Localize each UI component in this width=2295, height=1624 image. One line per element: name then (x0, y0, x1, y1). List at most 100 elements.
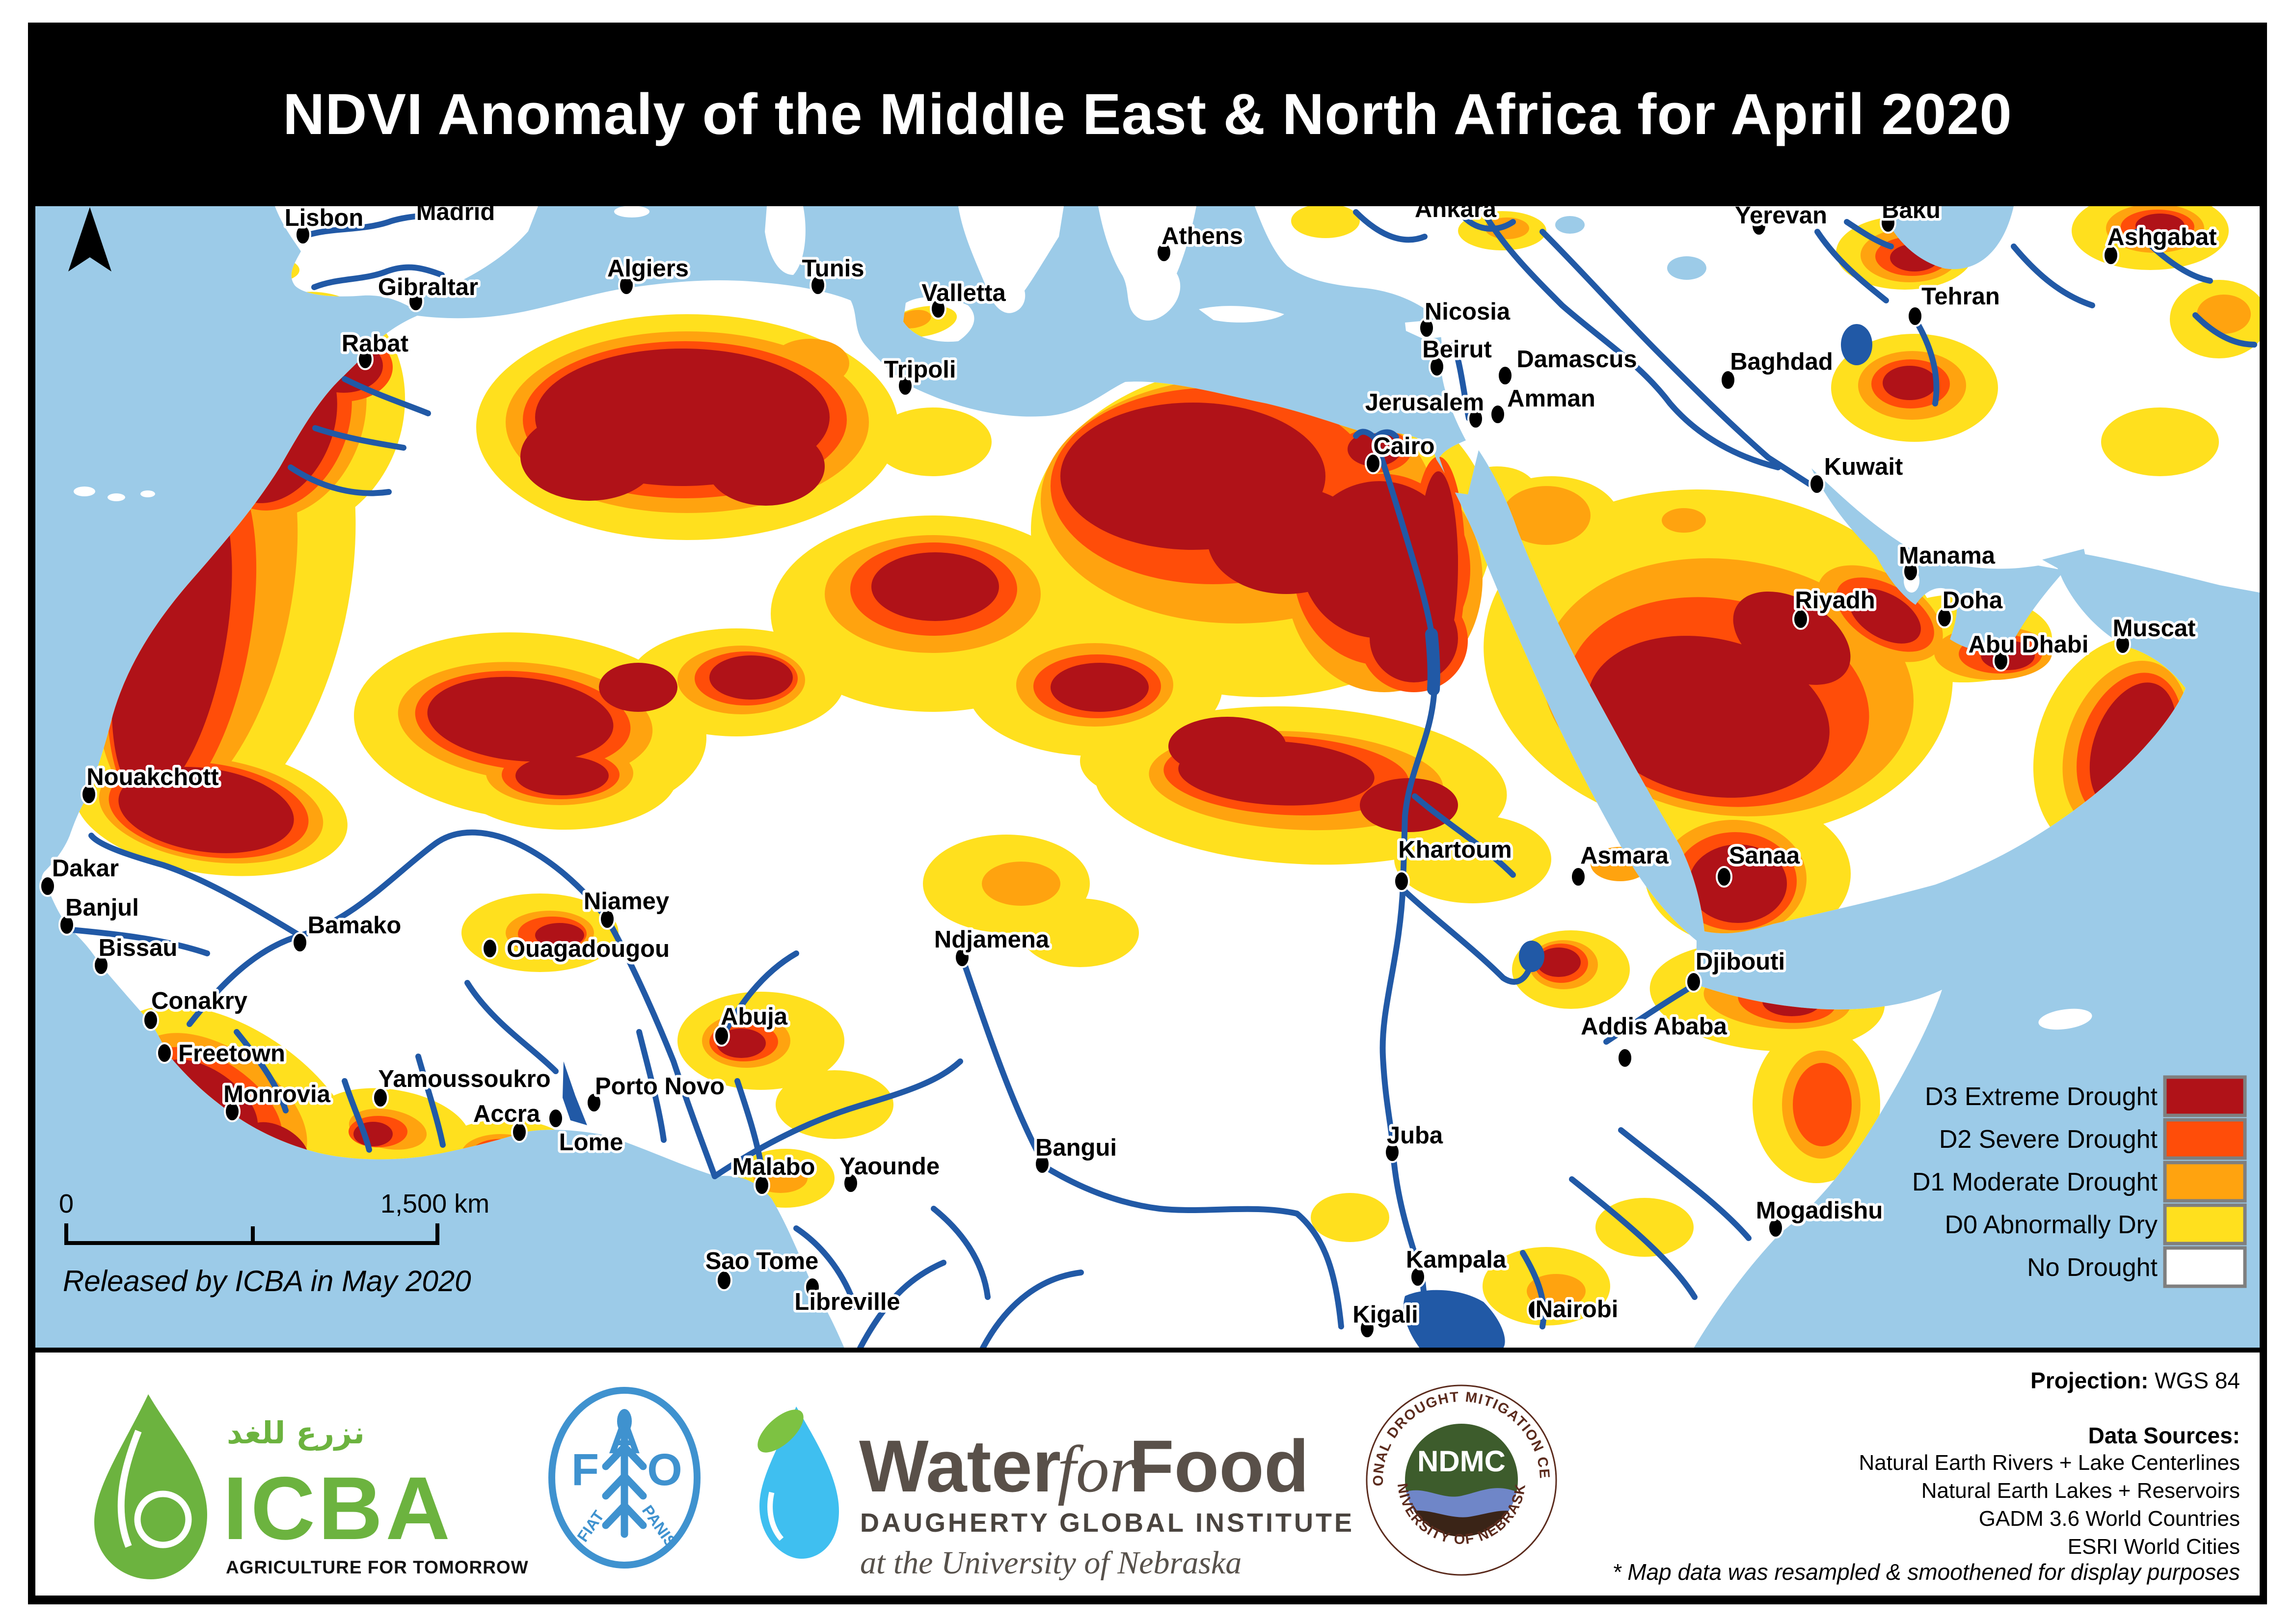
city-label-khartoum: Khartoum (1398, 837, 1512, 863)
river-shabelle (1569, 1176, 1698, 1300)
city-dot-bangui (1034, 1153, 1051, 1175)
legend-swatch-2 (2163, 1161, 2247, 1203)
wff-word-food: Food (1129, 1425, 1309, 1507)
city-dot-valletta (930, 298, 946, 320)
island-sardinia (765, 206, 806, 275)
river-wa-2 (342, 1078, 372, 1153)
river-morocco-1 (342, 376, 431, 416)
city-dot-damascus (1497, 365, 1513, 386)
city-dot-accra (511, 1121, 528, 1143)
city-label-abuja: Abuja (721, 1003, 788, 1030)
river-chari (960, 957, 1045, 1163)
icba-arabic-text: نزرع للغد (227, 1415, 365, 1451)
river-congo-2 (857, 1260, 946, 1348)
city-dot-kigali (1359, 1318, 1376, 1339)
water-for-food-logo: Water for Food DAUGHERTY GLOBAL INSTITUT… (757, 1407, 1352, 1581)
lake-tana (1519, 941, 1544, 972)
city-label-freetown: Freetown (178, 1040, 285, 1067)
ndmc-center-text: NDMC (1417, 1445, 1506, 1478)
north-arrow (68, 207, 111, 271)
city-label-valletta: Valletta (921, 280, 1006, 306)
lake-victoria (1403, 1290, 1505, 1348)
city-dot-abuja (713, 1025, 730, 1047)
city-label-lome: Lome (559, 1129, 623, 1156)
city-label-damascus: Damascus (1516, 346, 1637, 373)
city-dot-tripoli (897, 375, 914, 397)
city-label-libreville: Libreville (794, 1289, 900, 1315)
river-turkey-2 (1461, 214, 1516, 232)
icba-name-text: ICBA (223, 1458, 453, 1558)
river-iran-5 (2192, 312, 2257, 348)
city-dot-tunis (810, 274, 826, 296)
city-dot-kuwait (1809, 473, 1825, 495)
river-iran-4 (2133, 229, 2213, 284)
city-dot-porto-novo (586, 1092, 602, 1113)
data-source-0: Natural Earth Rivers + Lake Centerlines (1859, 1451, 2240, 1475)
river-morocco-2 (312, 425, 406, 451)
city-dot-cairo (1365, 453, 1381, 474)
island-canary-2 (108, 493, 125, 501)
scale-bar: 0 1,500 km (59, 1189, 489, 1245)
city-label-nairobi: Nairobi (1536, 1296, 1619, 1323)
land-italy (958, 206, 1064, 313)
river-iran-3 (2011, 244, 2095, 308)
lake-nasser (1425, 628, 1440, 696)
river-awash (1603, 985, 1693, 1045)
river-ogooue (793, 1225, 858, 1310)
bottom-border-bar (35, 1596, 2260, 1604)
city-dot-beirut (1429, 356, 1445, 378)
city-label-addis-ababa: Addis Ababa (1581, 1013, 1727, 1040)
river-tana-kenya (1520, 1250, 1547, 1329)
city-dot-malabo (754, 1174, 770, 1196)
city-dot-djibouti (1685, 971, 1702, 993)
city-dot-libreville (804, 1276, 821, 1298)
city-label-cairo: Cairo (1373, 433, 1434, 460)
strait-of-hormuz (2042, 549, 2090, 578)
city-label-riyadh: Riyadh (1795, 587, 1875, 614)
city-dot-yerevan (1751, 215, 1767, 237)
city-dot-bissau (93, 954, 109, 976)
scale-end-label: 1,500 km (380, 1189, 489, 1218)
city-label-madrid: Madrid (416, 206, 495, 225)
caspian-sea (1881, 206, 2014, 270)
city-dot-tehran (1907, 305, 1923, 327)
river-congo-3 (980, 1270, 1084, 1348)
city-dot-athens (1156, 242, 1172, 263)
city-dot-sanaa (1716, 866, 1732, 888)
city-label-amman: Amman (1507, 385, 1595, 412)
map-canvas: 0 1,500 km Released by ICBA in May 2020 … (35, 206, 2260, 1348)
city-dot-gibraltar (407, 291, 424, 312)
legend-label-1: D2 Severe Drought (1939, 1125, 2158, 1154)
city-dot-sao-tome (716, 1270, 732, 1291)
river-wa-3 (415, 1054, 446, 1148)
wff-university: at the University of Nebraska (860, 1545, 1242, 1581)
fao-logo: F A O FIAT PANIS (548, 1387, 701, 1569)
city-label-ouagadougou: Ouagadougou (507, 936, 670, 962)
city-dot-freetown (156, 1042, 173, 1064)
city-label-tehran: Tehran (1921, 283, 2000, 310)
persian-gulf (1811, 468, 2065, 654)
seas-on-land (1555, 206, 2090, 654)
city-dot-yamoussoukro (372, 1087, 389, 1109)
river-orontes (1451, 342, 1472, 421)
legend-swatch-4 (2163, 1246, 2247, 1288)
city-dot-abu-dhabi (1993, 650, 2009, 672)
data-source-3: ESRI World Cities (2067, 1535, 2240, 1559)
projection-line: Projection: WGS 84 (1504, 1367, 2240, 1394)
city-dot-ndjamena (954, 947, 971, 968)
city-label-tunis: Tunis (802, 255, 864, 282)
river-jubba (1618, 1127, 1752, 1241)
city-label-dakar: Dakar (52, 855, 119, 882)
river-volta (464, 980, 559, 1074)
data-source-1: Natural Earth Lakes + Reservoirs (1921, 1479, 2240, 1503)
city-dot-niamey (599, 908, 616, 930)
wff-word-water: Water (859, 1425, 1061, 1507)
river-senegal (88, 833, 303, 939)
lake-volta (563, 1061, 587, 1125)
city-dot-nouakchott (81, 784, 97, 805)
city-label-bangui: Bangui (1035, 1135, 1117, 1161)
city-label-ndjamena: Ndjamena (934, 926, 1050, 953)
wff-word-for: for (1057, 1433, 1136, 1506)
city-dot-muscat (2114, 633, 2131, 655)
city-dot-nicosia (1418, 317, 1435, 339)
